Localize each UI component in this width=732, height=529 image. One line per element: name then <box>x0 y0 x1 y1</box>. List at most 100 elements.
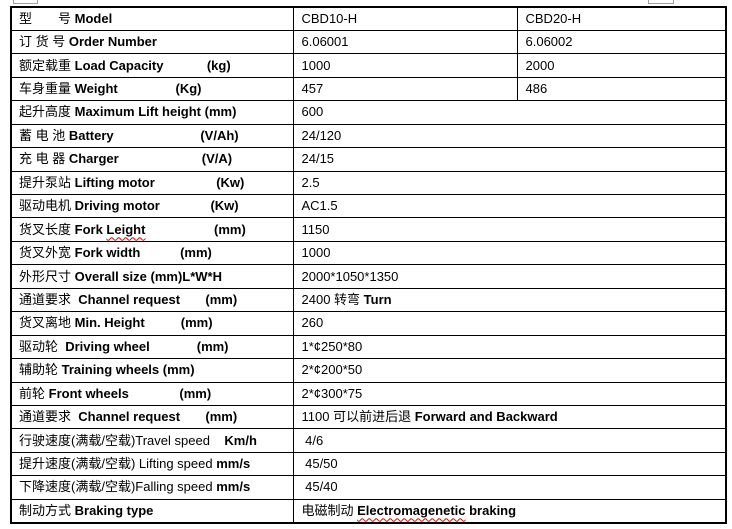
spec-label-cell[interactable]: 货叉长度 Fork Leight (mm) <box>10 217 294 242</box>
spec-label-cell[interactable]: 行驶速度(满载/空载)Travel speed Km/h <box>10 428 294 453</box>
table-row: 充 电 器 Charger (V/A) 24/15 <box>10 147 727 172</box>
spec-value-cell[interactable]: 1*¢250*80 <box>292 334 727 360</box>
cell-text: (mm) <box>214 221 246 237</box>
spec-value-cell[interactable]: CBD10-H <box>292 6 518 31</box>
cell-text: 订 货 号 <box>19 34 69 50</box>
cell-text: 1000 <box>301 245 331 261</box>
spec-label-cell[interactable]: 通道要求 Channel request (mm) <box>10 287 294 313</box>
table-row: 驱动轮 Driving wheel (mm) 1*¢250*80 <box>10 334 727 360</box>
table-row: 起升高度 Maximum Lift height (mm) 600 <box>10 100 727 125</box>
spec-label-cell[interactable]: 下降速度(满载/空载)Falling speed mm/s <box>10 475 294 500</box>
cell-text: Overall size (mm)L*W*H <box>74 268 222 284</box>
spec-label-cell[interactable]: 起升高度 Maximum Lift height (mm) <box>10 100 294 125</box>
table-row: 订 货 号 Order Number 6.06001 6.06002 <box>10 29 727 55</box>
cell-text: Lifting motor <box>74 174 155 190</box>
spec-value-cell[interactable]: 6.06001 <box>292 29 518 55</box>
cell-text: mm/s <box>216 479 251 495</box>
table-row: 货叉长度 Fork Leight (mm) 1150 <box>10 217 727 242</box>
cell-text: 货叉外宽 <box>19 245 75 261</box>
cell-text: (mm) <box>180 315 213 331</box>
spec-value-cell[interactable]: 24/120 <box>292 123 727 149</box>
spec-value-cell[interactable]: 2*¢200*50 <box>292 358 727 383</box>
cell-text: 驱动轮 <box>19 338 66 354</box>
spec-value-cell[interactable]: 6.06002 <box>516 29 727 55</box>
spec-label-cell[interactable]: 提升泵站 Lifting motor (Kw) <box>10 170 294 196</box>
table-row: 车身重量 Weight (Kg) 457 486 <box>10 76 727 102</box>
cell-text <box>118 81 176 96</box>
cell-text: Leight <box>106 221 146 237</box>
spec-table-body: 型 号 Model CBD10-H CBD20-H 订 货 号 Order Numbe… <box>10 6 727 524</box>
cell-text: 车身重量 <box>19 81 75 97</box>
spec-value-cell[interactable]: 1150 <box>292 217 727 242</box>
spec-value-cell[interactable]: 电磁制动 Electromagenetic braking <box>292 498 727 524</box>
spec-value-cell[interactable]: 600 <box>292 100 727 125</box>
cut-off-handle-box-left <box>13 0 38 4</box>
cell-text <box>119 151 202 166</box>
cell-text: Load Capacity <box>74 57 164 73</box>
cell-text <box>180 409 205 424</box>
cell-text: 型 号 <box>19 10 75 26</box>
cell-text: 45/50 <box>301 456 338 472</box>
cell-text: braking <box>465 502 517 518</box>
cell-text: 行驶速度(满载/空载)Travel speed <box>19 432 210 448</box>
cell-text: mm/s <box>216 456 251 472</box>
cell-text: 2000*1050*1350 <box>301 268 399 284</box>
cell-text: Driving wheel <box>65 338 150 354</box>
spec-label-cell[interactable]: 额定载重 Load Capacity (kg) <box>10 53 294 78</box>
spec-value-cell[interactable]: 260 <box>292 311 727 336</box>
spec-label-cell[interactable]: 提升速度(满载/空载) Lifting speed mm/s <box>10 451 294 477</box>
spec-table: 型 号 Model CBD10-H CBD20-H 订 货 号 Order Numbe… <box>10 6 727 524</box>
cell-text: 通道要求 <box>19 409 79 425</box>
cell-text: 电磁制动 <box>301 502 358 518</box>
spec-label-cell[interactable]: 前轮 Front wheels (mm) <box>10 381 294 406</box>
spec-value-cell[interactable]: CBD20-H <box>516 6 727 31</box>
spec-label-cell[interactable]: 货叉外宽 Fork width (mm) <box>10 240 294 266</box>
spec-value-cell[interactable]: 45/50 <box>292 451 727 477</box>
cell-text <box>163 58 206 73</box>
spec-label-cell[interactable]: 驱动电机 Driving motor (Kw) <box>10 193 294 219</box>
spec-label-cell[interactable]: 蓄 电 池 Battery (V/Ah) <box>10 123 294 149</box>
spec-label-cell[interactable]: 充 电 器 Charger (V/A) <box>10 147 294 172</box>
cell-text: Turn <box>363 291 392 307</box>
cell-text: (Kw) <box>216 174 245 190</box>
spec-value-cell[interactable]: 2000*1050*1350 <box>292 264 727 289</box>
spec-value-cell[interactable]: 457 <box>292 76 518 102</box>
spec-label-cell[interactable]: 驱动轮 Driving wheel (mm) <box>10 334 294 360</box>
spec-label-cell[interactable]: 货叉离地 Min. Height (mm) <box>10 311 294 336</box>
cell-text: 45/40 <box>301 479 338 495</box>
spec-value-cell[interactable]: 2*¢300*75 <box>292 381 727 406</box>
table-row: 蓄 电 池 Battery (V/Ah) 24/120 <box>10 123 727 149</box>
cell-text: 2*¢300*75 <box>301 385 363 401</box>
spec-label-cell[interactable]: 型 号 Model <box>10 6 294 31</box>
spec-value-cell[interactable]: 45/40 <box>292 475 727 500</box>
cell-text: 起升高度 <box>19 104 75 120</box>
spec-label-cell[interactable]: 通道要求 Channel request (mm) <box>10 404 294 430</box>
spec-value-cell[interactable]: 2000 <box>516 53 727 78</box>
spec-label-cell[interactable]: 订 货 号 Order Number <box>10 29 294 55</box>
cell-text: Braking type <box>74 502 154 518</box>
cell-text: Channel request <box>78 291 181 307</box>
spec-value-cell[interactable]: 4/6 <box>292 428 727 453</box>
spec-value-cell[interactable]: 24/15 <box>292 147 727 172</box>
table-row: 行驶速度(满载/空载)Travel speed Km/h 4/6 <box>10 428 727 453</box>
spec-value-cell[interactable]: 1000 <box>292 240 727 266</box>
cell-text: 通道要求 <box>19 291 79 307</box>
cell-text: AC1.5 <box>301 198 338 214</box>
spec-label-cell[interactable]: 辅助轮 Training wheels (mm) <box>10 358 294 383</box>
spec-label-cell[interactable]: 外形尺寸 Overall size (mm)L*W*H <box>10 264 294 289</box>
table-row: 提升泵站 Lifting motor (Kw) 2.5 <box>10 170 727 196</box>
spec-value-cell[interactable]: 2.5 <box>292 170 727 196</box>
spec-value-cell[interactable]: 486 <box>516 76 727 102</box>
cell-text: Front wheels <box>48 385 129 401</box>
cell-text: (V/A) <box>201 151 233 167</box>
cell-text: (Kg) <box>175 81 202 97</box>
cell-text: 1100 可以前进后退 <box>301 409 415 425</box>
spec-label-cell[interactable]: 车身重量 Weight (Kg) <box>10 76 294 102</box>
cell-text: Battery <box>68 127 114 143</box>
spec-value-cell[interactable]: 2400 转弯 Turn <box>292 287 727 313</box>
cell-text <box>150 339 197 354</box>
spec-value-cell[interactable]: 1100 可以前进后退 Forward and Backward <box>292 404 727 430</box>
spec-label-cell[interactable]: 制动方式 Braking type <box>10 498 294 524</box>
spec-value-cell[interactable]: 1000 <box>292 53 518 78</box>
spec-value-cell[interactable]: AC1.5 <box>292 193 727 219</box>
